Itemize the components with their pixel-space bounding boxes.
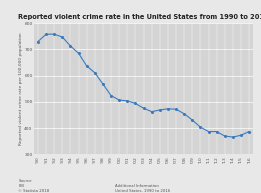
Text: Source
FBI
© Statista 2018: Source FBI © Statista 2018 xyxy=(18,179,50,193)
Title: Reported violent crime rate in the United States from 1990 to 2016: Reported violent crime rate in the Unite… xyxy=(18,14,261,20)
Text: Additional Information
United States, 1990 to 2016: Additional Information United States, 19… xyxy=(115,184,170,193)
Y-axis label: Reported violent crime rate per 100,000 population: Reported violent crime rate per 100,000 … xyxy=(19,32,23,145)
